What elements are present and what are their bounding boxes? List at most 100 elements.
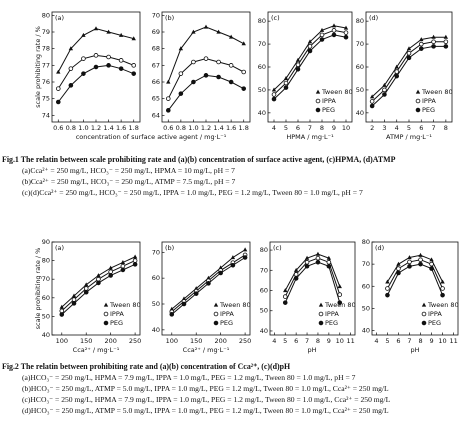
- marker: [343, 30, 349, 35]
- marker: [337, 284, 342, 289]
- marker: [120, 260, 126, 265]
- marker: [431, 44, 436, 49]
- marker: [118, 32, 124, 37]
- marker: [406, 50, 412, 56]
- y-tick-label: 76: [42, 78, 50, 86]
- x-tick-label: 250: [239, 337, 251, 345]
- marker: [68, 46, 74, 51]
- x-tick-label: 4: [272, 337, 276, 345]
- marker: [108, 273, 113, 278]
- marker: [230, 262, 236, 268]
- marker: [394, 69, 400, 74]
- marker: [407, 259, 412, 265]
- x-tick-label: 4: [272, 124, 276, 132]
- y-tick-label: 64: [152, 111, 160, 119]
- marker: [429, 266, 434, 271]
- x-tick-label: 5: [385, 337, 389, 345]
- legend-label: Tween 80: [321, 88, 353, 96]
- marker: [131, 63, 137, 68]
- y-tick-label: 70: [356, 40, 364, 48]
- marker: [191, 59, 196, 65]
- marker: [228, 79, 234, 85]
- marker: [396, 266, 401, 271]
- x-tick-label: 7: [407, 337, 411, 345]
- x-tick-label: 250: [129, 337, 141, 345]
- marker: [283, 76, 289, 81]
- caption-line: (b)HCO₃⁻ = 250 mg/L, ATMP = 5.0 mg/L, IP…: [22, 384, 389, 393]
- marker: [385, 292, 390, 298]
- marker: [369, 103, 375, 109]
- x-axis-label: HPMA / mg·L⁻¹: [286, 133, 334, 141]
- marker: [429, 257, 434, 262]
- marker: [293, 267, 299, 272]
- legend-marker: [421, 302, 427, 307]
- marker: [96, 276, 101, 282]
- marker: [203, 56, 209, 61]
- marker: [315, 259, 321, 265]
- marker: [68, 83, 74, 88]
- y-tick-label: 70: [260, 266, 268, 274]
- y-tick-label: 40: [42, 331, 50, 339]
- marker: [307, 44, 313, 49]
- x-axis-label: Cca²⁺ / mg·L⁻¹: [183, 346, 230, 354]
- legend-marker: [315, 89, 321, 94]
- marker: [382, 82, 387, 87]
- y-tick-label: 40: [356, 109, 364, 117]
- marker: [385, 286, 390, 291]
- marker: [203, 24, 209, 29]
- marker: [337, 300, 343, 305]
- x-tick-label: 5: [284, 124, 288, 132]
- marker: [84, 282, 89, 287]
- marker: [406, 46, 412, 51]
- x-tick-label: 150: [80, 337, 92, 345]
- marker: [295, 57, 301, 62]
- x-axis-label: ATMP / mg·L⁻¹: [386, 133, 432, 141]
- y-tick-label: 79: [42, 28, 50, 36]
- legend-marker: [421, 311, 427, 317]
- y-tick-label: 60: [260, 287, 268, 295]
- x-tick-label: 9: [327, 337, 331, 345]
- marker: [418, 46, 424, 51]
- legend-marker: [315, 98, 321, 104]
- legend-label: Tween 80: [421, 88, 453, 96]
- x-axis-label: pH: [307, 346, 316, 354]
- panel-label: (b): [165, 244, 174, 252]
- y-axis-label: scale prohibiting rate / %: [34, 248, 42, 330]
- y-tick-label: 75: [42, 95, 50, 103]
- marker: [203, 73, 209, 78]
- marker: [59, 312, 65, 317]
- series-line: [284, 261, 341, 303]
- marker: [242, 255, 248, 260]
- marker: [369, 99, 375, 104]
- x-tick-label: 4: [395, 124, 399, 132]
- x-tick-label: 1.2: [201, 124, 211, 132]
- marker: [165, 108, 171, 113]
- marker: [283, 85, 289, 90]
- marker: [193, 291, 199, 296]
- marker: [120, 263, 126, 269]
- x-tick-label: 8: [418, 337, 422, 345]
- marker: [106, 54, 111, 60]
- legend-label: Tween 80: [324, 301, 356, 309]
- legend-label: Tween 80: [109, 301, 141, 309]
- marker: [55, 99, 61, 105]
- legend-marker: [213, 320, 219, 326]
- legend-label: PEG: [220, 319, 233, 327]
- marker: [216, 59, 221, 65]
- x-tick-label: 5: [407, 124, 411, 132]
- marker: [230, 255, 236, 260]
- caption-line: (c)(d)Cca²⁺ = 250 mg/L, HCO₃⁻ = 250 mg/L…: [22, 188, 363, 197]
- marker: [216, 74, 221, 80]
- marker: [443, 34, 449, 39]
- marker: [191, 79, 196, 85]
- marker: [382, 87, 387, 93]
- caption-line: (a)HCO₃⁻ = 250 mg/L, HPMA = 7.9 mg/L, IP…: [22, 373, 356, 382]
- x-tick-label: 1.4: [213, 124, 223, 132]
- marker: [431, 39, 436, 45]
- y-tick-label: 60: [356, 63, 364, 71]
- marker: [443, 39, 449, 45]
- marker: [206, 281, 211, 286]
- legend-marker: [103, 311, 109, 317]
